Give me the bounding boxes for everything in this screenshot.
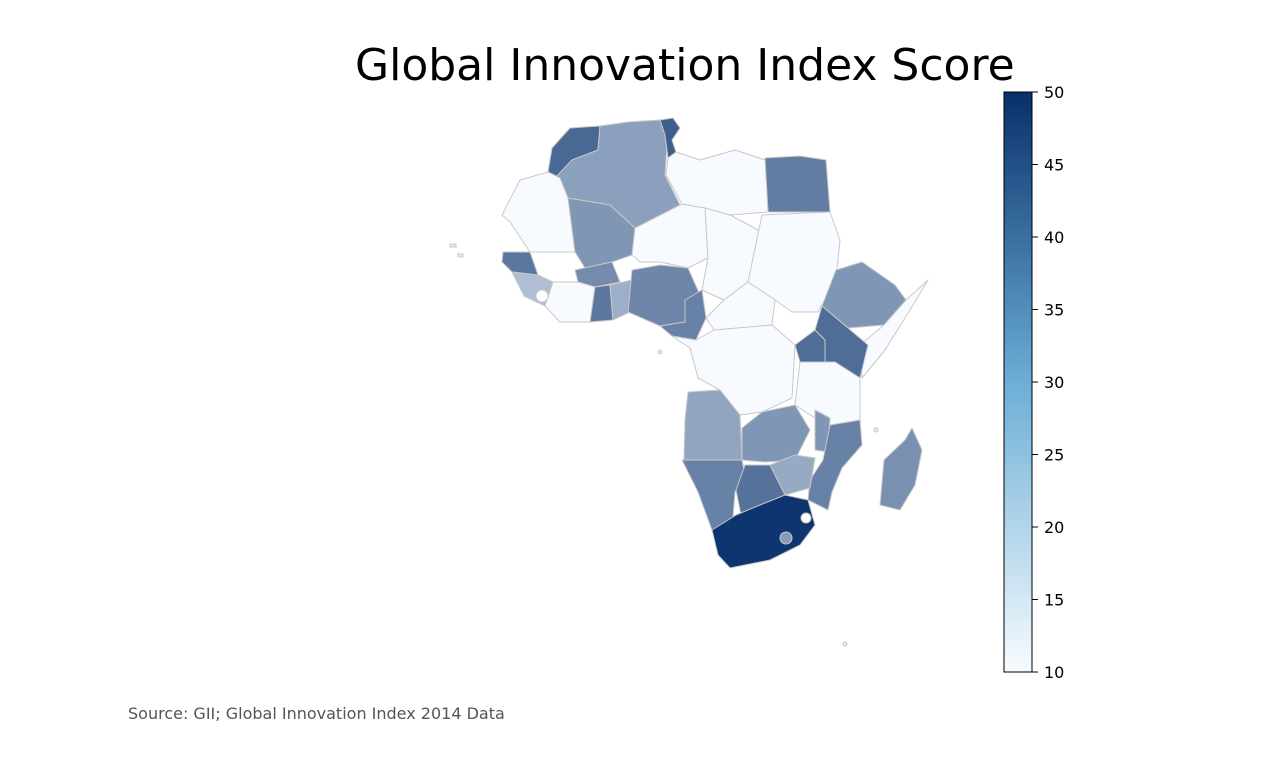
colorbar-tick-label: 45 bbox=[1044, 156, 1064, 175]
island-sao-tome bbox=[657, 349, 663, 355]
colorbar-tick-label: 40 bbox=[1044, 228, 1064, 247]
region-mozambique bbox=[807, 419, 863, 511]
region-dr-congo bbox=[671, 324, 796, 416]
region-senegal bbox=[501, 251, 539, 276]
island-comoros bbox=[873, 427, 879, 433]
island-cape-verde-2 bbox=[457, 253, 464, 258]
source-note: Source: GII; Global Innovation Index 201… bbox=[128, 704, 505, 723]
island-cape-verde bbox=[449, 243, 457, 248]
region-egypt bbox=[764, 155, 831, 213]
colorbar-tick-label: 25 bbox=[1044, 446, 1064, 465]
region-swaziland-hole bbox=[800, 512, 812, 524]
region-tanzania bbox=[794, 361, 861, 429]
region-south-africa bbox=[711, 494, 816, 569]
country-regions bbox=[449, 117, 929, 647]
map-title: Global Innovation Index Score bbox=[355, 40, 1015, 91]
colorbar-tick-label: 30 bbox=[1044, 373, 1064, 392]
colorbar-tick-label: 10 bbox=[1044, 663, 1064, 682]
region-burkina-faso bbox=[574, 261, 621, 288]
region-namibia bbox=[681, 459, 746, 531]
colorbar-tick-label: 15 bbox=[1044, 591, 1064, 610]
region-madagascar bbox=[879, 427, 923, 511]
colorbar-tick-label: 50 bbox=[1044, 83, 1064, 102]
region-tunisia bbox=[659, 117, 681, 159]
region-lesotho-enclave bbox=[779, 531, 793, 545]
region-libya bbox=[665, 149, 769, 216]
colorbar-tick-label: 35 bbox=[1044, 301, 1064, 320]
island-mauritius bbox=[842, 641, 848, 647]
region-cote-divoire bbox=[544, 281, 596, 323]
region-mali bbox=[567, 197, 636, 269]
colorbar-gradient bbox=[1003, 91, 1033, 673]
colorbar-tick-label: 20 bbox=[1044, 518, 1064, 537]
colorbar: 10 15 20 25 30 35 40 45 50 bbox=[1003, 83, 1064, 682]
region-gambia-hole bbox=[535, 289, 549, 303]
region-zambia bbox=[741, 404, 811, 463]
